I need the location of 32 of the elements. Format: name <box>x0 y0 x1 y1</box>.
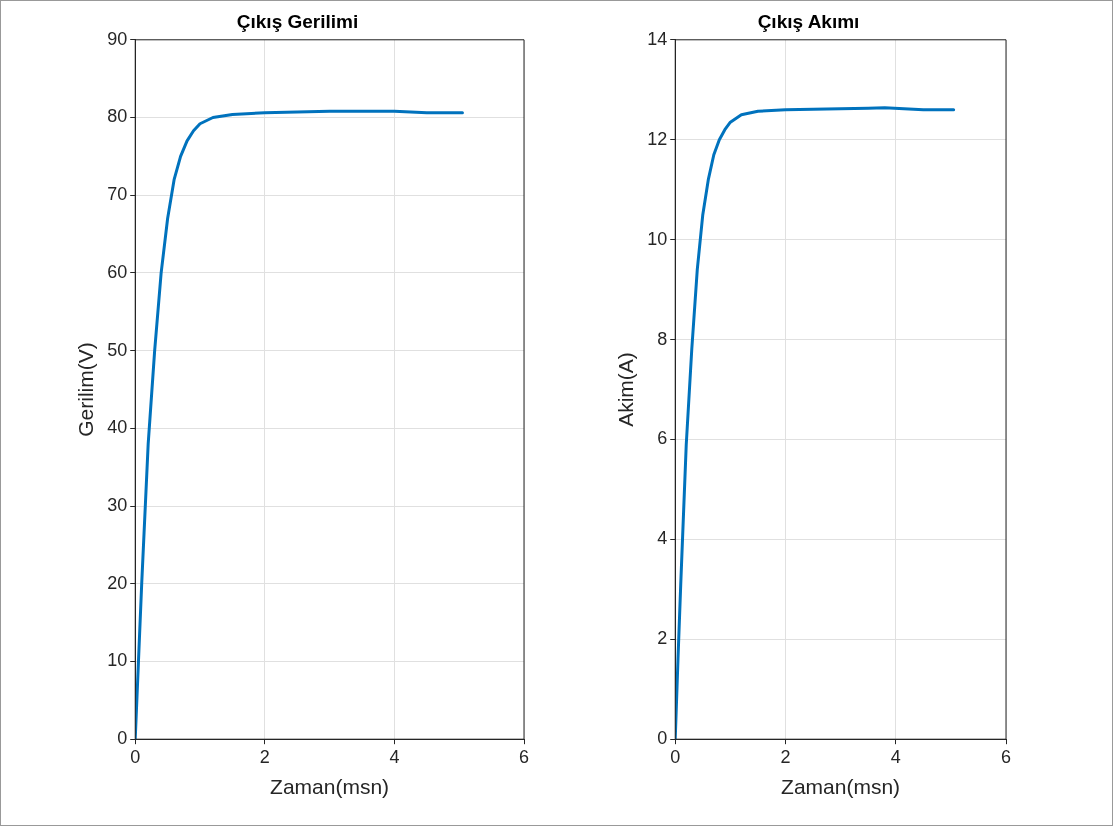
y-tick-label: 10 <box>107 650 128 671</box>
chart-title: Çıkış Gerilimi <box>236 10 359 32</box>
x-tick-label: 6 <box>518 746 530 767</box>
x-tick-label: 6 <box>1000 746 1012 767</box>
y-tick-label: 0 <box>657 728 668 749</box>
x-tick-label: 0 <box>130 746 141 767</box>
y-tick-label: 14 <box>647 28 668 49</box>
y-tick-label: 90 <box>107 28 128 49</box>
x-axis-title: Zaman(msn) <box>270 775 390 799</box>
y-tick-label: 30 <box>107 495 128 516</box>
y-tick-label: 40 <box>107 417 128 438</box>
y-tick-label: 70 <box>107 184 128 205</box>
x-tick-label: 0 <box>670 746 681 767</box>
y-tick-label: 12 <box>647 128 668 149</box>
x-tick-label: 2 <box>780 746 791 767</box>
x-tick-label: 4 <box>890 746 901 767</box>
y-tick-label: 6 <box>657 428 668 449</box>
y-tick-label: 4 <box>657 528 668 549</box>
y-tick-label: 80 <box>107 106 128 127</box>
chart-title: Çıkış Akımı <box>757 10 860 32</box>
y-tick-label: 2 <box>657 628 668 649</box>
y-axis-title: Gerilim(V) <box>74 342 98 437</box>
y-tick-label: 20 <box>107 572 128 593</box>
y-tick-label: 0 <box>117 728 128 749</box>
x-axis-title: Zaman(msn) <box>781 775 901 799</box>
x-tick-label: 2 <box>259 746 270 767</box>
y-tick-label: 10 <box>647 228 668 249</box>
y-tick-label: 50 <box>107 339 128 360</box>
y-tick-label: 60 <box>107 261 128 282</box>
y-axis-title: Akim(A) <box>614 352 638 427</box>
x-tick-label: 4 <box>389 746 400 767</box>
y-tick-label: 8 <box>657 328 668 349</box>
